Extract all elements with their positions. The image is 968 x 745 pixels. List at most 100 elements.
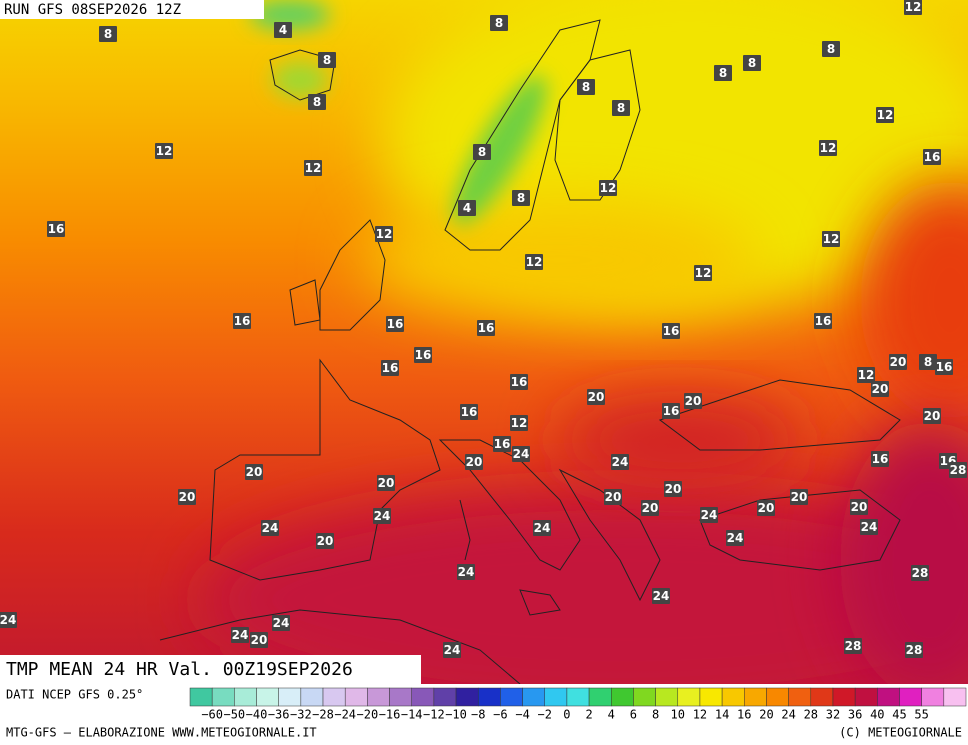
contour-label: 12 <box>822 231 840 247</box>
label-box <box>871 381 889 397</box>
copyright: (C) METEOGIORNALE <box>839 726 962 740</box>
label-text: 12 <box>156 144 173 158</box>
label-box <box>0 612 17 628</box>
label-text: 8 <box>719 66 727 80</box>
scale-label: −10 <box>445 708 467 722</box>
contour-label: 20 <box>641 500 659 516</box>
contour-label: 16 <box>662 323 680 339</box>
scale-label: 36 <box>848 708 862 722</box>
label-text: 4 <box>279 23 287 37</box>
label-text: 16 <box>663 324 680 338</box>
label-text: 16 <box>387 317 404 331</box>
scale-label: 2 <box>585 708 592 722</box>
contour-label: 16 <box>935 359 953 375</box>
label-box <box>949 462 967 478</box>
contour-label: 20 <box>684 393 702 409</box>
label-box <box>304 160 322 176</box>
label-text: 12 <box>858 368 875 382</box>
label-text: 24 <box>653 589 670 603</box>
label-box <box>512 446 530 462</box>
scale-swatch <box>611 687 634 707</box>
label-box <box>871 451 889 467</box>
label-text: 20 <box>791 490 808 504</box>
label-text: 20 <box>758 501 775 515</box>
scale-swatch <box>477 687 501 707</box>
label-text: 28 <box>845 639 862 653</box>
scale-label: −24 <box>334 708 356 722</box>
label-text: 20 <box>851 500 868 514</box>
label-box <box>577 79 595 95</box>
contour-label: 12 <box>304 160 322 176</box>
label-box <box>911 565 929 581</box>
label-box <box>662 403 680 419</box>
scale-swatch <box>411 687 435 707</box>
label-text: 24 <box>374 509 391 523</box>
label-box <box>923 149 941 165</box>
label-box <box>612 100 630 116</box>
contour-label: 16 <box>477 320 495 336</box>
label-box <box>460 404 478 420</box>
scale-label: −12 <box>423 708 445 722</box>
scale-swatch <box>389 687 412 707</box>
scale-label: 32 <box>826 708 840 722</box>
contour-label: 12 <box>510 415 528 431</box>
contour-label: 28 <box>844 638 862 654</box>
contour-label: 12 <box>876 107 894 123</box>
contour-label: 16 <box>510 374 528 390</box>
contour-label: 24 <box>457 564 475 580</box>
scale-swatch <box>455 687 479 707</box>
label-box <box>641 500 659 516</box>
label-box <box>935 359 953 375</box>
scale-label: −8 <box>471 708 485 722</box>
label-box <box>47 221 65 237</box>
label-text: 24 <box>262 521 279 535</box>
contour-label: 28 <box>949 462 967 478</box>
label-box <box>844 638 862 654</box>
label-box <box>490 15 508 31</box>
contour-label: 12 <box>375 226 393 242</box>
label-text: 8 <box>104 27 112 41</box>
label-text: 20 <box>872 382 889 396</box>
label-box <box>889 354 907 370</box>
label-text: 4 <box>463 201 471 215</box>
label-text: 8 <box>517 191 525 205</box>
label-text: 20 <box>251 633 268 647</box>
scale-swatch <box>300 687 324 707</box>
label-text: 24 <box>0 613 16 627</box>
label-text: 16 <box>234 314 251 328</box>
scale-label: −16 <box>379 708 401 722</box>
contour-label: 24 <box>443 642 461 658</box>
label-box <box>316 533 334 549</box>
label-text: 8 <box>313 95 321 109</box>
contour-label: 8 <box>308 94 326 110</box>
label-box <box>857 367 875 383</box>
label-box <box>726 530 744 546</box>
scale-swatch <box>234 687 257 707</box>
contour-label: 20 <box>316 533 334 549</box>
contour-label: 8 <box>822 41 840 57</box>
label-text: 16 <box>415 348 432 362</box>
contour-label: 8 <box>919 354 937 370</box>
label-text: 12 <box>905 0 922 14</box>
scale-label: 40 <box>870 708 884 722</box>
label-text: 24 <box>458 565 475 579</box>
contour-label: 20 <box>587 389 605 405</box>
label-text: 8 <box>748 56 756 70</box>
contour-label: 20 <box>889 354 907 370</box>
label-box <box>233 313 251 329</box>
label-box <box>245 464 263 480</box>
scale-label: 6 <box>630 708 637 722</box>
scale-label: 0 <box>563 708 570 722</box>
scale-swatch <box>211 687 235 707</box>
scale-label: 55 <box>914 708 928 722</box>
scale-swatch <box>588 687 612 707</box>
label-box <box>604 489 622 505</box>
label-text: 16 <box>815 314 832 328</box>
contour-label: 24 <box>512 446 530 462</box>
label-box <box>525 254 543 270</box>
label-box <box>923 408 941 424</box>
label-box <box>743 55 761 71</box>
label-box <box>757 500 775 516</box>
contour-label: 20 <box>664 481 682 497</box>
label-box <box>790 489 808 505</box>
